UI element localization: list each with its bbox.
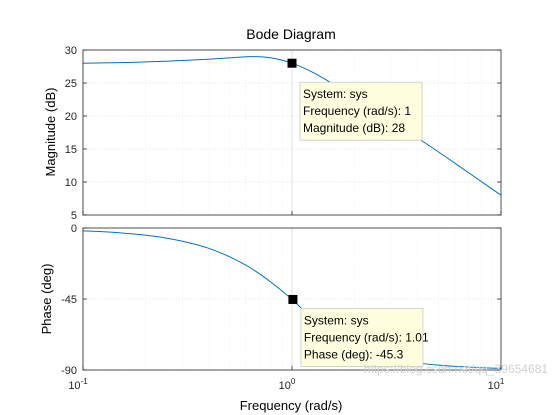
phase-panel[interactable]: 0 -45 -90 Phase (deg) System: sys Frequenc… — [39, 223, 502, 377]
y-tick-label: 15 — [65, 144, 77, 156]
phase-datatip[interactable]: System: sys Frequency (rad/s): 1.01 Phas… — [288, 294, 429, 367]
phase-y-ticks: 0 -45 -90 — [61, 223, 501, 377]
watermark-text: https://blog.csdn.net/qq_39654681 — [364, 362, 548, 376]
phase-datatip-box — [300, 308, 424, 367]
y-tick-label: 10 — [65, 177, 77, 189]
magnitude-datatip-magnitude: Magnitude (dB): 28 — [303, 121, 405, 135]
phase-datatip-phase: Phase (deg): -45.3 — [304, 347, 404, 361]
y-tick-label: 30 — [65, 45, 77, 57]
phase-datatip-system: System: sys — [304, 313, 369, 327]
phase-datatip-marker[interactable] — [288, 294, 298, 304]
x-axis-label: Frequency (rad/s) — [240, 398, 343, 413]
magnitude-datatip[interactable]: System: sys Frequency (rad/s): 1 Magnitu… — [287, 58, 423, 141]
magnitude-panel[interactable]: 5 10 15 20 25 30 Magnitude (dB) System: sys F… — [43, 45, 502, 222]
chart-title: Bode Diagram — [246, 26, 336, 42]
magnitude-y-ticks: 5 10 15 20 25 30 — [65, 45, 501, 222]
magnitude-y-axis-label: Magnitude (dB) — [43, 88, 58, 177]
y-tick-label: -45 — [61, 294, 77, 306]
x-axis-ticks: 10-1 100 101 — [68, 211, 505, 392]
magnitude-datatip-frequency: Frequency (rad/s): 1 — [303, 104, 411, 118]
y-tick-label: 25 — [65, 78, 77, 90]
x-tick-label: 100 — [279, 377, 296, 392]
x-tick-label: 101 — [488, 377, 505, 392]
x-tick-label: 10-1 — [68, 377, 88, 392]
magnitude-datatip-marker[interactable] — [287, 58, 297, 68]
y-tick-label: -90 — [61, 365, 77, 377]
y-tick-label: 20 — [65, 111, 77, 123]
phase-y-axis-label: Phase (deg) — [39, 264, 54, 335]
magnitude-datatip-box — [299, 81, 423, 141]
phase-datatip-frequency: Frequency (rad/s): 1.01 — [304, 330, 429, 344]
y-tick-label: 0 — [71, 223, 77, 235]
y-tick-label: 5 — [71, 210, 77, 222]
magnitude-datatip-system: System: sys — [303, 87, 368, 101]
